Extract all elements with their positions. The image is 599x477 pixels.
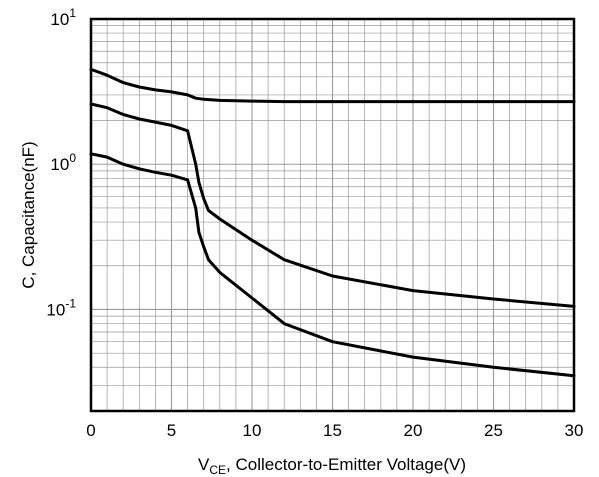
x-axis-label-sub: CE <box>209 463 226 477</box>
x-axis-label-rest: , Collector-to-Emitter Voltage(V) <box>226 455 466 474</box>
series-line-3 <box>89 152 576 378</box>
y-tick-label: 101 <box>50 6 76 29</box>
y-tick-base: 10 <box>46 300 65 319</box>
x-tick-label: 15 <box>323 421 342 440</box>
y-tick-exponent: -1 <box>65 296 76 310</box>
y-tick-base: 10 <box>50 155 69 174</box>
plot-frame <box>89 17 576 413</box>
series-line-1 <box>89 67 576 104</box>
x-tick-label: 25 <box>484 421 503 440</box>
x-tick-label: 5 <box>167 421 176 440</box>
x-tick-label: 10 <box>243 421 262 440</box>
chart-lines <box>89 67 576 378</box>
x-axis-label: VCE, Collector-to-Emitter Voltage(V) <box>198 455 466 477</box>
y-axis-label: C, Capacitance(nF) <box>19 141 38 288</box>
y-tick-base: 10 <box>50 10 69 29</box>
chart-grid <box>91 19 574 411</box>
x-axis-label-main: V <box>198 455 210 474</box>
x-tick-label: 20 <box>404 421 423 440</box>
x-tick-label: 30 <box>565 421 584 440</box>
y-tick-label: 100 <box>50 151 76 174</box>
y-tick-label: 10-1 <box>46 296 76 319</box>
x-tick-label: 0 <box>86 421 95 440</box>
series-line-2 <box>89 102 576 308</box>
y-tick-exponent: 0 <box>69 151 76 165</box>
y-tick-exponent: 1 <box>69 6 76 20</box>
